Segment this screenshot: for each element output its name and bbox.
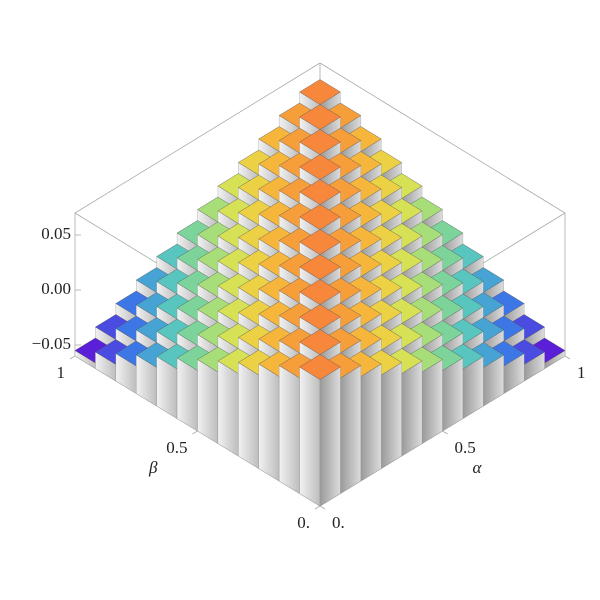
- bar-top: [299, 204, 341, 230]
- bar-top: [299, 129, 341, 155]
- bar-top: [299, 229, 341, 255]
- z-tick-label: 0.00: [41, 279, 71, 298]
- bar-side: [401, 360, 423, 457]
- x-tick-label: 0.5: [455, 438, 476, 457]
- y-tick: [69, 355, 76, 360]
- bar-top: [299, 104, 341, 130]
- bar-side: [319, 366, 341, 507]
- y-tick: [192, 430, 198, 435]
- y-tick: [314, 505, 321, 510]
- bar-side: [360, 363, 382, 482]
- bar-top: [299, 179, 341, 205]
- x-tick: [319, 505, 326, 510]
- box-edge: [319, 62, 566, 214]
- box-edge: [74, 62, 321, 214]
- y-tick-label: 0.5: [166, 438, 187, 457]
- bar-side: [176, 357, 198, 432]
- z-tick-label: −0.05: [32, 334, 71, 353]
- bar-side: [442, 357, 464, 432]
- y-tick-label: 1: [57, 363, 66, 382]
- x-tick-label: 0.: [332, 513, 345, 532]
- bar-side: [381, 362, 402, 469]
- x-axis-label: α: [473, 458, 483, 477]
- x-tick-label: 1: [577, 363, 586, 382]
- bar-side: [340, 365, 361, 494]
- bar-side: [299, 366, 321, 507]
- z-tick-label: 0.05: [41, 224, 71, 243]
- bar-side: [279, 365, 300, 494]
- bar-top: [299, 279, 341, 305]
- bar-top: [299, 329, 341, 355]
- bar-side: [258, 363, 280, 482]
- bar-side: [217, 360, 239, 457]
- bar-top: [299, 254, 341, 280]
- x-tick: [442, 430, 448, 435]
- y-axis-label: β: [148, 458, 158, 477]
- x-tick: [564, 355, 571, 360]
- bar-side: [238, 362, 259, 469]
- bar-side: [197, 359, 219, 444]
- bar-top: [299, 304, 341, 330]
- bar-top: [299, 354, 341, 380]
- bar-side: [421, 359, 443, 444]
- bar-top: [299, 79, 341, 105]
- bar-top: [299, 154, 341, 180]
- y-tick-label: 0.: [297, 513, 310, 532]
